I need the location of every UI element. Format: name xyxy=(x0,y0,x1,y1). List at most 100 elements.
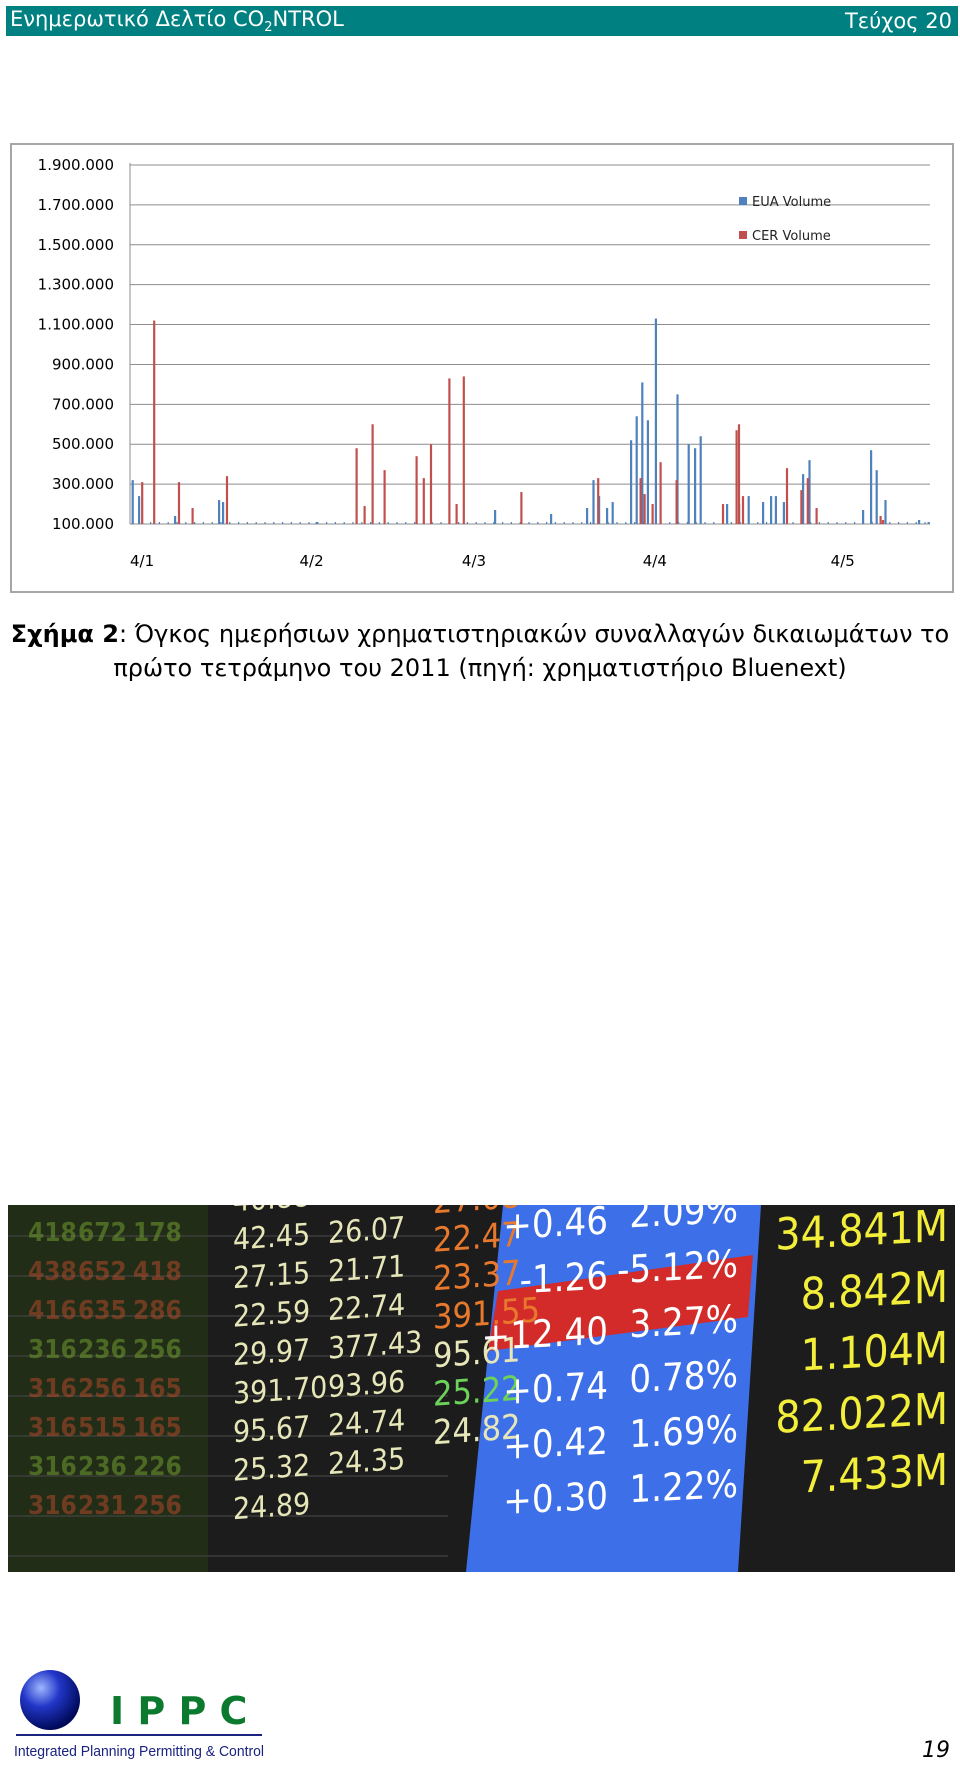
eua-bar xyxy=(918,520,921,524)
baseline-mark xyxy=(475,522,477,524)
price-value: 27.15 xyxy=(233,1256,310,1296)
baseline-mark xyxy=(194,522,196,524)
blurred-digit: 672 xyxy=(78,1218,127,1248)
blurred-digit: 438 xyxy=(28,1257,77,1287)
baseline-mark xyxy=(158,522,160,524)
eua-bar xyxy=(138,496,141,524)
eua-bar xyxy=(747,496,750,524)
y-tick-label: 1.900.000 xyxy=(38,156,114,174)
eua-bar xyxy=(646,420,649,524)
volume-value: 34.841M xyxy=(775,1205,948,1261)
price-value: 93.96 xyxy=(328,1365,405,1405)
y-tick-label: 1.700.000 xyxy=(38,196,114,214)
baseline-mark xyxy=(581,522,583,524)
baseline-mark xyxy=(299,522,301,524)
page-number: 19 xyxy=(922,1738,950,1763)
cer-bar xyxy=(800,490,803,524)
baseline-mark xyxy=(282,522,284,524)
price-value: 377.43 xyxy=(328,1325,422,1367)
volume-value: 8.842M xyxy=(801,1262,948,1321)
cer-bar xyxy=(141,482,144,524)
cer-bar xyxy=(455,504,458,524)
eua-bar xyxy=(550,514,553,524)
legend-label: EUA Volume xyxy=(752,195,831,210)
row-divider xyxy=(8,1275,448,1277)
eua-bar xyxy=(870,450,873,524)
ticker-board: 4184384163163163163163166726526352362565… xyxy=(8,1205,955,1572)
blurred-digit: 635 xyxy=(78,1296,127,1326)
blurred-digit: 286 xyxy=(133,1296,182,1326)
eua-bar xyxy=(808,460,811,524)
volume-value: 7.433M xyxy=(801,1445,948,1504)
baseline-mark xyxy=(493,522,495,524)
eua-bar xyxy=(635,416,638,524)
x-tick-label: 4/2 xyxy=(300,552,324,570)
eua-bar xyxy=(774,496,777,524)
blurred-digit: 226 xyxy=(133,1452,182,1482)
eua-bar xyxy=(222,502,225,524)
cer-bar xyxy=(815,508,818,524)
baseline-mark xyxy=(757,522,759,524)
blurred-digit: 165 xyxy=(133,1374,182,1404)
baseline-mark xyxy=(238,522,240,524)
eua-bar xyxy=(494,510,497,524)
price-value: 24.35 xyxy=(328,1442,405,1482)
eua-bar xyxy=(927,522,930,524)
cer-bar xyxy=(741,496,745,524)
change-value: +0.42 xyxy=(503,1419,608,1468)
baseline-mark xyxy=(634,522,636,524)
ippc-logo: I P P C Integrated Planning Permitting &… xyxy=(10,1660,270,1760)
blurred-digit: 178 xyxy=(133,1218,182,1248)
eua-bar xyxy=(315,522,318,524)
eua-bar xyxy=(875,470,878,524)
row-divider xyxy=(8,1395,448,1397)
percent-value: -5.12% xyxy=(617,1242,738,1292)
baseline-mark xyxy=(185,522,187,524)
cer-bar xyxy=(881,520,885,524)
cer-bar xyxy=(448,378,451,524)
blurred-digit: 316 xyxy=(28,1491,77,1521)
baseline-mark xyxy=(290,522,292,524)
baseline-mark xyxy=(343,522,345,524)
chart-canvas: 1.900.000 1.700.000 1.500.000 1.300.000 1.10… xyxy=(38,156,930,570)
price-value: 24.89 xyxy=(233,1487,310,1527)
row-divider xyxy=(8,1235,448,1237)
row-divider xyxy=(8,1315,448,1317)
legend-swatch xyxy=(739,197,747,205)
baseline-mark xyxy=(590,522,592,524)
baseline-mark xyxy=(836,522,838,524)
cer-bar xyxy=(371,424,374,524)
blurred-digit: 316 xyxy=(28,1452,77,1482)
cer-bar xyxy=(355,448,358,524)
blurred-digit: 416 xyxy=(28,1296,77,1326)
cer-bar xyxy=(191,508,194,524)
baseline-mark xyxy=(510,522,512,524)
baseline-mark xyxy=(502,522,504,524)
baseline-mark xyxy=(730,522,732,524)
price-value: 23.37 xyxy=(433,1253,521,1299)
legend-label: CER Volume xyxy=(752,229,831,244)
change-value: +0.30 xyxy=(503,1474,608,1523)
cer-bar xyxy=(879,516,882,524)
row-divider xyxy=(8,1515,448,1517)
baseline-mark xyxy=(352,522,354,524)
eua-bar xyxy=(884,500,887,524)
x-tick-label: 4/5 xyxy=(831,552,855,570)
cer-bar xyxy=(429,444,433,524)
cer-bar xyxy=(363,506,366,524)
newsletter-title: Ενημερωτικό Δελτίο CO2NTROL xyxy=(10,6,344,36)
logo-graphic: I P P C Integrated Planning Permitting &… xyxy=(14,1670,264,1760)
price-value: 48.08 xyxy=(328,1205,405,1213)
baseline-mark xyxy=(906,522,908,524)
blurred-digit: 316 xyxy=(28,1335,77,1365)
price-value: 24.82 xyxy=(433,1407,521,1453)
logo-subtitle: Integrated Planning Permitting & Control xyxy=(14,1743,264,1760)
price-value: 24.74 xyxy=(328,1403,405,1443)
baseline-mark xyxy=(546,522,548,524)
baseline-mark xyxy=(211,522,213,524)
baseline-mark xyxy=(484,522,486,524)
baseline-mark xyxy=(220,522,222,524)
baseline-mark xyxy=(792,522,794,524)
baseline-mark xyxy=(396,522,398,524)
logo-acronym: I P P C xyxy=(110,1689,247,1733)
